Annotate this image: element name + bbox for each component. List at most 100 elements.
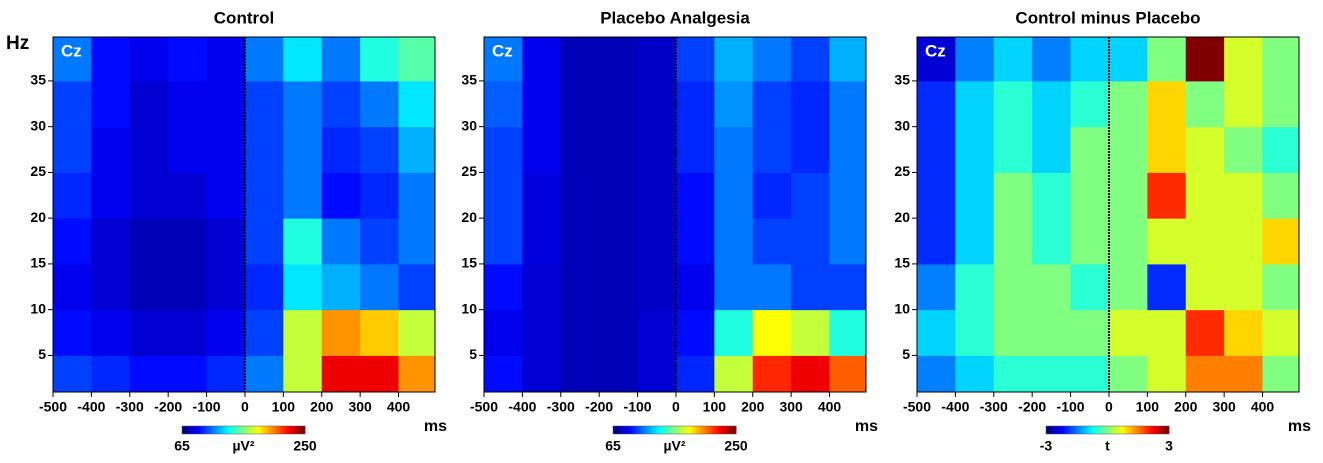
heat-cell [168, 218, 208, 265]
colorbar-step [1098, 426, 1102, 434]
colorbar-step [295, 426, 300, 434]
heat-cell [714, 309, 754, 356]
heat-cell [1185, 309, 1225, 356]
colorbar-step [301, 426, 306, 434]
colorbar-label: 250 [293, 438, 317, 454]
colorbar-step [1070, 426, 1075, 434]
heat-cell [1108, 80, 1148, 128]
heat-cell [560, 218, 600, 265]
y-tick-label: 35 [894, 72, 910, 88]
heat-cell [752, 80, 792, 128]
colorbar-step [1129, 426, 1133, 434]
heat-cell [321, 355, 361, 392]
heat-cell [244, 126, 284, 173]
heat-cell [321, 172, 361, 219]
colorbar-step [625, 426, 629, 434]
heat-cell [829, 309, 866, 356]
x-tick-label: 300 [779, 399, 803, 415]
heat-cell [1185, 80, 1225, 128]
heat-cell [168, 80, 208, 128]
annotation: Cz [925, 41, 946, 60]
colorbar-step [228, 426, 232, 434]
heat-cell [129, 218, 169, 265]
heat-cell [560, 80, 600, 128]
heat-cell [360, 172, 400, 219]
colorbar-step [197, 426, 201, 434]
x-tick-label: -300 [547, 399, 575, 415]
heat-cell [955, 263, 995, 311]
colorbar-step [1135, 426, 1139, 434]
heat-cell [791, 263, 831, 311]
heat-cell [714, 80, 754, 128]
heat-cell [791, 126, 831, 173]
colorbar-step [665, 426, 669, 434]
colorbar-step [277, 426, 281, 434]
heat-cell [791, 37, 831, 82]
colorbar-step [258, 426, 263, 434]
colorbar-step [1165, 426, 1170, 434]
colorbar-step [631, 426, 636, 434]
heat-cell [993, 172, 1033, 219]
heat-cell [752, 309, 792, 356]
colorbar-step [1092, 426, 1096, 434]
heat-cell [360, 309, 400, 356]
heatmap [53, 37, 435, 392]
heat-cell [321, 218, 361, 265]
colorbar-step [274, 426, 278, 434]
heat-cell [1147, 80, 1187, 128]
heat-cell [1070, 37, 1110, 82]
colorbar-step [271, 426, 275, 434]
colorbar-step [1116, 426, 1121, 434]
x-tick-label: -100 [193, 399, 221, 415]
heat-cell [398, 172, 435, 219]
colorbar-step [659, 426, 663, 434]
heat-cell [1147, 172, 1187, 219]
colorbar-step [1095, 426, 1099, 434]
x-tick-label: 0 [241, 399, 249, 415]
heat-cell [53, 37, 92, 82]
colorbar-step [717, 426, 722, 434]
colorbar-step [668, 426, 672, 434]
heat-cell [522, 172, 562, 219]
heat-cell [1262, 37, 1299, 82]
colorbar-step [677, 426, 682, 434]
heat-cell [1147, 309, 1187, 356]
heat-cell [53, 126, 92, 173]
heat-cell [599, 172, 639, 219]
x-tick-label: 0 [672, 399, 680, 415]
colorbar-step [1125, 426, 1130, 434]
heat-cell [283, 172, 323, 219]
colorbar-step [289, 426, 294, 434]
heat-cell [714, 37, 754, 82]
heat-cell [206, 126, 246, 173]
colorbar-label: 3 [1165, 438, 1173, 454]
heat-cell [168, 126, 208, 173]
heat-cell [321, 126, 361, 173]
x-axis-label: ms [424, 418, 447, 435]
heat-cell [1224, 263, 1264, 311]
heat-cell [398, 80, 435, 128]
heat-cell [993, 263, 1033, 311]
heat-cell [91, 355, 131, 392]
heat-cell [955, 37, 995, 82]
x-tick-label: 200 [1174, 399, 1198, 415]
heat-cell [283, 80, 323, 128]
x-tick-label: -400 [941, 399, 969, 415]
heat-cell [993, 126, 1033, 173]
heat-cell [599, 263, 639, 311]
colorbar-step [622, 426, 626, 434]
x-tick-label: -500 [39, 399, 67, 415]
heat-cell [714, 126, 754, 173]
colorbar-step [1046, 426, 1050, 434]
heat-cell [1185, 218, 1225, 265]
x-tick-label: -100 [1057, 399, 1085, 415]
y-tick-label: 15 [30, 255, 46, 271]
heat-cell [1262, 263, 1299, 311]
heat-cell [91, 37, 131, 82]
x-tick-label: 100 [703, 399, 727, 415]
heat-cell [675, 126, 715, 173]
heat-cell [1185, 263, 1225, 311]
colorbar-step [723, 426, 728, 434]
heat-cell [993, 355, 1033, 392]
heat-cell [398, 263, 435, 311]
